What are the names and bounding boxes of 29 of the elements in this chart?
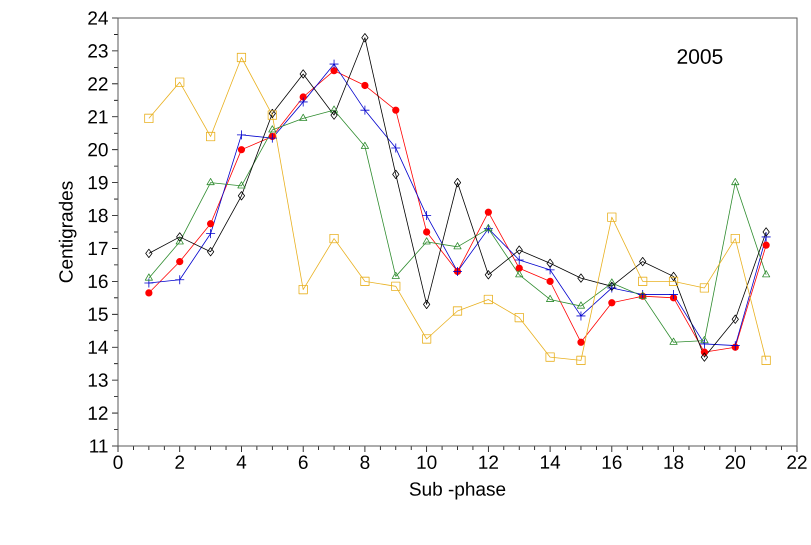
y-tick-label: 13	[88, 373, 108, 387]
x-tick-label: 6	[298, 456, 308, 469]
y-tick-label: 24	[88, 11, 108, 25]
annotation: 2005	[678, 49, 722, 64]
y-tick-label: 20	[88, 142, 108, 156]
x-tick-label: 10	[418, 456, 436, 469]
y-tick-label: 18	[88, 208, 108, 222]
y-tick-label: 12	[88, 406, 108, 420]
x-tick-label: 4	[236, 456, 246, 469]
y-tick-label: 17	[88, 242, 108, 255]
x-tick-label: 22	[787, 456, 807, 469]
y-tick-label: 14	[88, 340, 108, 354]
x-tick-label: 18	[664, 456, 684, 469]
y-tick-label: 11	[90, 439, 108, 453]
x-tick-label: 14	[540, 456, 560, 469]
y-tick-label: 19	[88, 176, 108, 190]
y-tick-label: 21	[88, 110, 108, 124]
y-tick-label: 23	[88, 44, 108, 58]
y-axis-title: Centigrades	[58, 181, 76, 282]
x-tick-label: 8	[360, 456, 370, 469]
x-tick-label: 16	[602, 456, 622, 469]
x-axis-title: Sub -phase	[410, 482, 506, 500]
y-tick-label: 16	[88, 274, 108, 288]
x-tick-label: 2	[175, 456, 184, 469]
y-tick-label: 22	[88, 77, 108, 90]
x-tick-label: 20	[726, 456, 746, 469]
y-tick-label: 15	[88, 308, 108, 321]
x-tick-label: 0	[113, 456, 123, 469]
x-tick-label: 12	[479, 456, 498, 469]
